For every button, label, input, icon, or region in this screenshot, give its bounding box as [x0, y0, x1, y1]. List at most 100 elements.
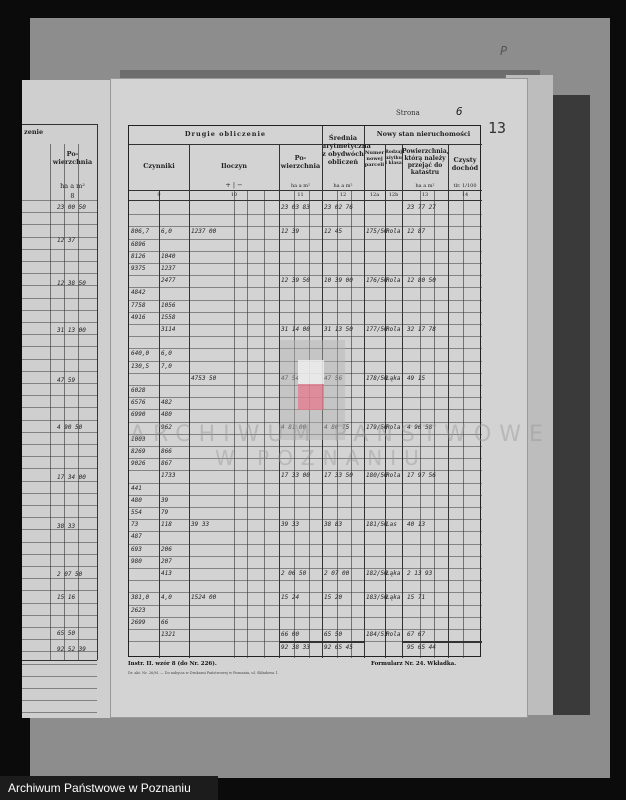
column-number: 9 [157, 192, 161, 198]
page-shadow [120, 70, 540, 80]
sheet-number: 13 [488, 119, 507, 137]
footer-form: Formularz Nr. 24. Wkładka. [371, 661, 457, 667]
left-row-rule [22, 578, 97, 579]
page-label: Strona [396, 109, 420, 117]
cell-product: 39 33 [191, 521, 210, 529]
cell-area: 12 39 [281, 228, 300, 236]
cell-factor-b: 413 [161, 570, 172, 577]
cell-factor-a: 8126 [131, 252, 146, 260]
cell-factor-b: 39 [161, 496, 169, 504]
cell-mean-area: 38 83 [324, 521, 343, 529]
left-row-rule [22, 261, 97, 262]
row-rule [129, 470, 482, 471]
left-column-rule [64, 144, 65, 660]
left-col-number: 8 [70, 192, 75, 200]
left-value: 12 38 50 [57, 280, 86, 287]
column-subrule [264, 190, 265, 658]
cell-factor-a: 4916 [131, 313, 146, 321]
row-rule [129, 324, 482, 325]
row-rule [129, 592, 482, 593]
cell-parcel-number: 184/51 [366, 631, 388, 638]
column-subrule [294, 190, 295, 658]
header-rule [129, 200, 482, 201]
cell-cadastre-area: 67 67 [407, 631, 426, 638]
row-rule [129, 311, 482, 313]
cell-product: 1237 00 [191, 228, 217, 236]
row-rule [129, 531, 482, 532]
total-rule [279, 641, 364, 643]
header-units: ha a m² [415, 183, 435, 189]
left-header-partial: zenie [24, 128, 44, 136]
cell-area: 31 14 00 [281, 326, 310, 333]
cell-area: 39 33 [281, 521, 300, 529]
cell-factor-a: 806,7 [131, 228, 150, 236]
cell-area: 15 24 [281, 594, 300, 602]
row-rule [129, 433, 482, 435]
column-number: 12b [388, 192, 399, 198]
column-rule [448, 144, 449, 658]
cell-cadastre-area: 2 13 93 [407, 570, 433, 577]
column-rule [402, 144, 403, 658]
cell-land-use: Las [386, 521, 397, 529]
header-drugie-obliczenie: Drugie obliczenie [184, 130, 267, 138]
column-number: 14 [461, 192, 469, 198]
cell-product: 4753 50 [191, 374, 217, 382]
cell-land-use: Rola [386, 277, 401, 285]
left-row-rule [22, 541, 97, 543]
row-rule [129, 299, 482, 301]
header-iloczyn-signs: + | − [225, 181, 243, 189]
left-row-rule [22, 395, 97, 396]
cell-factor-a: 73 [131, 521, 139, 529]
cell-factor-b: 1558 [161, 313, 176, 321]
left-value: 23 00 50 [57, 204, 86, 211]
column-subrule [351, 190, 352, 658]
cell-mean-area: 65 50 [324, 631, 343, 638]
row-rule [129, 580, 482, 581]
column-rule [364, 144, 365, 658]
cell-area: 2 06 50 [281, 570, 307, 577]
header-rule [129, 190, 482, 191]
cell-factor-b: 867 [161, 460, 172, 468]
left-value: 47 59 [57, 377, 76, 384]
left-total: 92 52 39 [57, 646, 86, 653]
cell-factor-a: 480 [131, 496, 142, 504]
footer-instruction: Instr. II. wzór 8 (do Nr. 226). [128, 661, 217, 667]
left-row-rule [22, 627, 97, 628]
column-number: 13 [421, 192, 429, 198]
total-cadastre-area: 95 65 44 [407, 644, 436, 652]
cell-factor-b: 206 [161, 545, 172, 553]
header-nowy-stan: Nowy stan nieruchomości [376, 130, 471, 138]
left-value: 31 13 00 [57, 327, 86, 334]
cell-factor-b: 1040 [161, 252, 176, 260]
left-value: 4 90 50 [57, 424, 83, 431]
left-page: zenie Po-wierzchnia ha a m² 8 23 00 50 12… [22, 80, 114, 718]
row-rule [129, 629, 482, 630]
left-value: 38 33 [57, 523, 76, 530]
cell-area: 66 00 [281, 631, 300, 638]
cell-factor-b: 1056 [161, 301, 176, 309]
column-subrule [337, 190, 338, 658]
header-rule [364, 126, 365, 144]
cell-factor-b: 79 [161, 509, 169, 516]
cell-parcel-number: 175/50 [366, 228, 388, 236]
cell-product: 1524 00 [191, 594, 217, 602]
cell-cadastre-area: 40 13 [407, 521, 426, 529]
header-czynniki: Czynniki [143, 162, 175, 170]
left-header: Po-wierzchnia [52, 150, 93, 166]
cell-mean-area: 15 20 [324, 594, 343, 602]
left-row-rule [22, 407, 97, 408]
row-rule [129, 555, 482, 557]
cell-factor-a: 640,0 [131, 350, 150, 358]
cell-land-use: Rola [386, 228, 401, 236]
left-row-rule [22, 712, 97, 713]
column-subrule [247, 190, 248, 658]
left-row-rule [22, 700, 97, 701]
header-iloczyn: Iloczyn [221, 162, 247, 170]
left-row-rule [22, 639, 97, 640]
row-rule [129, 494, 482, 496]
cell-factor-b: 207 [161, 557, 172, 565]
row-rule [129, 446, 482, 447]
left-row-rule [22, 675, 97, 677]
left-row-rule [22, 322, 97, 323]
left-row-rule [22, 346, 97, 347]
